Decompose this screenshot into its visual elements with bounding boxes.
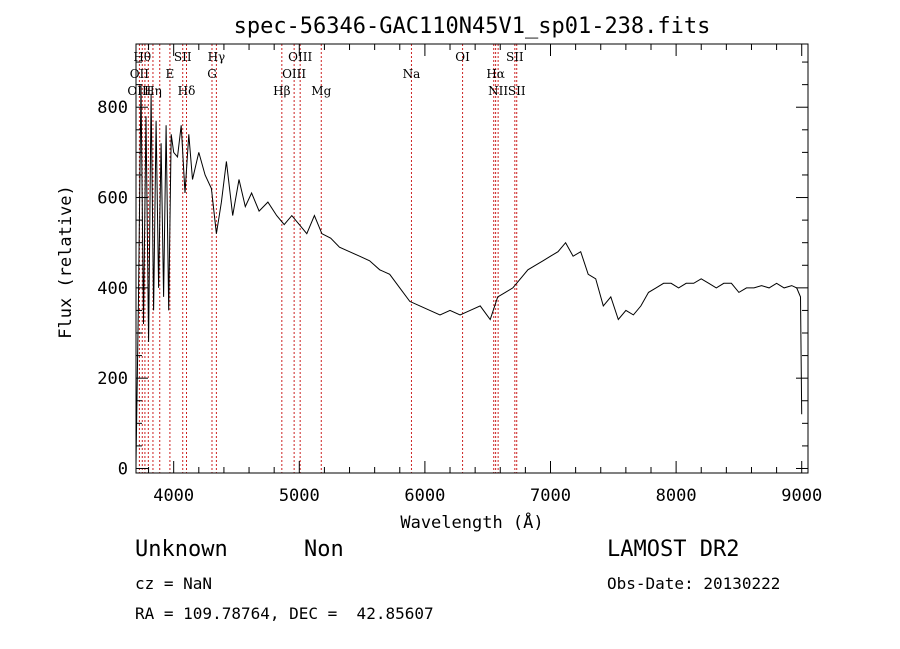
x-tick-label: 7000 bbox=[530, 486, 571, 506]
axis-ticks: 4000 5000 6000 7000 8000 9000 0 200 400 600 800 bbox=[97, 44, 822, 506]
line-label: Hθ bbox=[133, 50, 151, 64]
emission-line-markers bbox=[138, 44, 518, 473]
line-label: SII bbox=[174, 50, 192, 64]
y-tick-label: 400 bbox=[97, 279, 128, 299]
line-label: OIII bbox=[127, 84, 151, 98]
y-axis-label: Flux (relative) bbox=[56, 185, 76, 339]
coordinates: RA = 109.78764, DEC = 42.85607 bbox=[135, 604, 434, 623]
chart-title: spec-56346-GAC110N45V1_sp01-238.fits bbox=[234, 14, 711, 39]
spectrum-series bbox=[135, 84, 803, 465]
observation-date: Obs-Date: 20130222 bbox=[607, 574, 781, 593]
class-label: Unknown bbox=[135, 537, 228, 562]
line-label: NII bbox=[488, 84, 508, 98]
plot-frame bbox=[135, 43, 809, 474]
line-label: SII bbox=[508, 84, 526, 98]
line-label: OIII bbox=[282, 67, 306, 81]
spectrum-line bbox=[135, 84, 803, 465]
line-label: Na bbox=[403, 67, 421, 81]
line-label: SII bbox=[506, 50, 524, 64]
subclass-label: Non bbox=[304, 537, 344, 562]
line-label: E bbox=[166, 67, 175, 81]
line-label: Hα bbox=[486, 67, 505, 81]
x-tick-label: 6000 bbox=[404, 486, 445, 506]
line-label: Hβ bbox=[273, 84, 290, 98]
x-tick-label: 4000 bbox=[153, 486, 194, 506]
cz-value: cz = NaN bbox=[135, 574, 213, 593]
emission-line-labels: OII OIII Hθ Hη SII EHδ Hγ G Hβ OIII OIII Mg Na OI Hα NI… bbox=[127, 50, 525, 98]
line-label: OIII bbox=[288, 50, 312, 64]
line-label: OI bbox=[455, 50, 470, 64]
x-tick-label: 8000 bbox=[656, 486, 697, 506]
x-tick-label: 5000 bbox=[279, 486, 320, 506]
y-tick-label: 0 bbox=[118, 459, 128, 479]
x-tick-label: 9000 bbox=[781, 486, 822, 506]
line-label: Hη bbox=[144, 84, 162, 98]
y-tick-label: 600 bbox=[97, 189, 128, 209]
survey-name: LAMOST DR2 bbox=[607, 537, 740, 562]
line-label: G bbox=[207, 67, 217, 81]
x-axis-label: Wavelength (Å) bbox=[400, 511, 543, 533]
line-label: OII bbox=[130, 67, 150, 81]
y-tick-label: 800 bbox=[97, 98, 128, 118]
line-label: Hδ bbox=[178, 84, 196, 98]
line-label: Mg bbox=[311, 84, 331, 98]
line-label: Hγ bbox=[208, 50, 226, 64]
y-tick-label: 200 bbox=[97, 369, 128, 389]
